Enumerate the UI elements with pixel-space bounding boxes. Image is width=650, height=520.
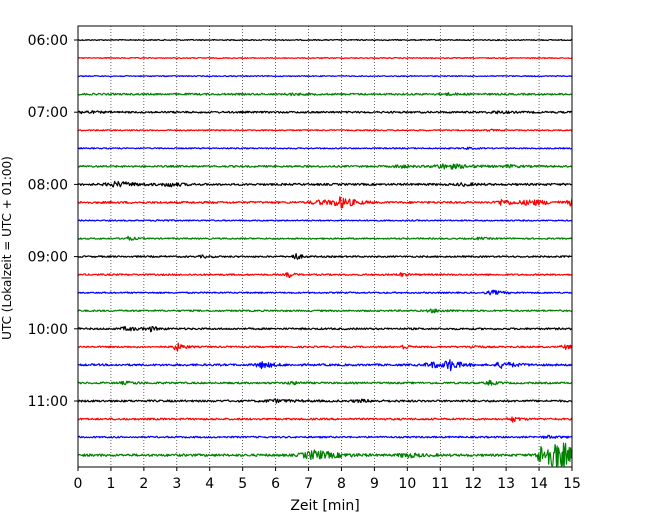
x-tick-label: 8 <box>337 476 346 492</box>
trace-0745 <box>77 163 572 170</box>
x-tick-label: 1 <box>106 476 115 492</box>
x-tick-label: 5 <box>238 476 247 492</box>
x-tick-label: 12 <box>464 476 482 492</box>
trace-0645 <box>77 91 573 97</box>
x-tick-label: 6 <box>271 476 280 492</box>
trace-0630 <box>77 74 573 78</box>
x-tick-label: 0 <box>74 476 83 492</box>
trace-0815 <box>77 196 573 209</box>
trace-0600 <box>77 38 572 42</box>
trace-0700 <box>77 110 573 115</box>
x-tick-label: 4 <box>205 476 214 492</box>
plot-area <box>78 26 572 467</box>
x-tick-label: 3 <box>172 476 181 492</box>
trace-1145 <box>77 442 573 467</box>
y-tick-label: 09:00 <box>28 250 68 266</box>
trace-0730 <box>77 146 573 150</box>
y-tick-label: 11:00 <box>28 394 68 410</box>
seismogram-traces <box>77 38 573 467</box>
x-tick-label: 11 <box>431 476 449 492</box>
x-tick-label: 7 <box>304 476 313 492</box>
trace-1030 <box>77 359 573 372</box>
trace-0830 <box>77 219 573 222</box>
trace-1015 <box>77 342 573 352</box>
x-tick-label: 13 <box>497 476 515 492</box>
trace-1000 <box>77 326 573 333</box>
y-tick-label: 10:00 <box>28 322 68 338</box>
trace-0800 <box>77 180 573 188</box>
y-tick-label: 08:00 <box>28 177 68 193</box>
x-tick-label: 14 <box>530 476 548 492</box>
y-axis-ticks: 06:00 07:00 08:00 09:00 10:00 11:00 <box>28 33 78 410</box>
x-axis-label: Zeit [min] <box>290 498 359 514</box>
trace-0930 <box>77 289 573 296</box>
y-tick-label: 07:00 <box>28 105 68 121</box>
trace-0715 <box>77 128 573 132</box>
x-tick-label: 15 <box>563 476 581 492</box>
trace-1115 <box>78 416 573 423</box>
y-axis-label: UTC (Lokalzeit = UTC + 01:00) <box>0 156 14 340</box>
x-tick-label: 2 <box>139 476 148 492</box>
trace-0900 <box>77 253 573 260</box>
trace-0615 <box>78 56 573 60</box>
trace-1130 <box>77 434 573 439</box>
trace-0915 <box>77 272 573 278</box>
trace-0945 <box>78 308 573 314</box>
y-tick-label: 06:00 <box>28 33 68 49</box>
x-tick-label: 10 <box>398 476 416 492</box>
trace-1045 <box>77 379 573 386</box>
x-axis-ticks: 0 1 2 3 4 5 6 7 8 9 10 11 12 13 14 15 <box>74 467 581 492</box>
plot-frame <box>77 25 573 468</box>
trace-1100 <box>77 398 573 404</box>
trace-0845 <box>77 235 573 241</box>
x-tick-label: 9 <box>370 476 379 492</box>
